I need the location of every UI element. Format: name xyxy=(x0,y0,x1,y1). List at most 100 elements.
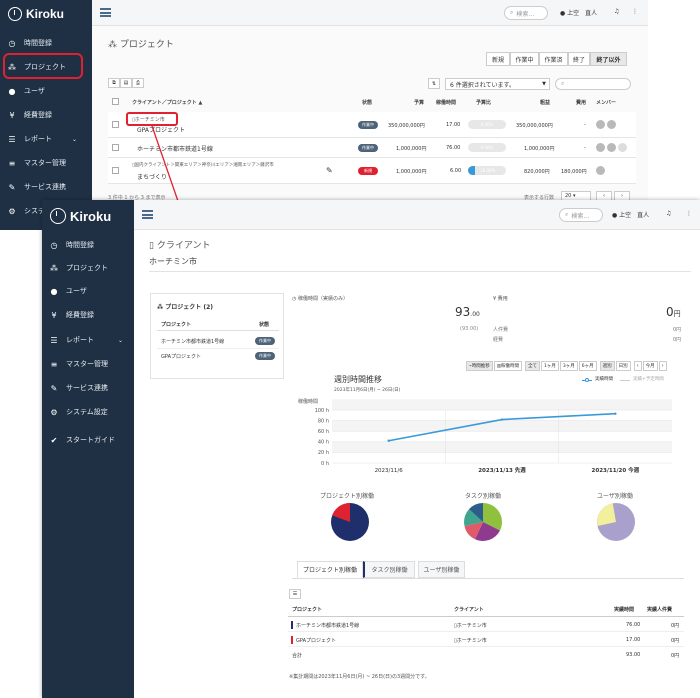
sidebar-item-report[interactable]: ☰ レポート ⌄ xyxy=(48,335,123,345)
row-project[interactable]: ホーチミン市都市鉄道1号線 xyxy=(137,146,213,153)
pie-slice[interactable] xyxy=(464,509,483,526)
bg-sidebar-item-time[interactable]: ◷ 時間登録 xyxy=(6,38,53,48)
col-cost[interactable]: 費用 xyxy=(576,100,587,106)
bg-sidebar-item-project[interactable]: ⁂ プロジェクト xyxy=(6,62,66,72)
sidebar-item-master[interactable]: ≡ マスター管理 xyxy=(48,359,108,369)
col-client[interactable]: クライアント xyxy=(454,607,484,613)
tab-by-user[interactable]: ユーザ別稼働 xyxy=(418,561,465,578)
tab-closed[interactable]: 終了 xyxy=(568,52,590,66)
cell-project[interactable]: GPAプロジェクト xyxy=(296,638,336,644)
edit-icon[interactable]: ✎ xyxy=(326,166,333,175)
sidebar-item-service[interactable]: ✎ サービス連携 xyxy=(48,383,108,393)
legend-label-actual[interactable]: 実績時間 xyxy=(595,377,613,382)
cell-client[interactable]: ▯ホーチミン市 xyxy=(454,638,487,644)
sidebar-item-project[interactable]: ⁂ プロジェクト xyxy=(48,263,108,273)
table-row[interactable]: ▯国内クライアント＞関東エリア＞神奈川エリア＞湘南エリア＞藤沢市 まちづくり ✎… xyxy=(108,158,636,184)
sidebar-item-time[interactable]: ◷ 時間登録 xyxy=(48,240,95,250)
search-input[interactable]: ⌕ 検索... xyxy=(559,208,603,222)
btn-time-trend[interactable]: ⌁ 時間推移 xyxy=(466,361,493,371)
btn-3m[interactable]: 3ヶ月 xyxy=(559,361,578,371)
more-members-icon[interactable] xyxy=(618,143,627,152)
row-client[interactable]: ▯国内クライアント＞関東エリア＞神奈川エリア＞湘南エリア＞藤沢市 xyxy=(132,163,274,168)
row-project[interactable]: まちづくり xyxy=(137,174,168,181)
pie-slice[interactable] xyxy=(464,522,484,540)
table-search-input[interactable]: ⌕ xyxy=(555,78,631,90)
user-menu[interactable]: ● 上空 直人 xyxy=(612,210,649,219)
cell-project[interactable]: ホーチミン市都市鉄道1号線 xyxy=(296,623,360,629)
bell-icon[interactable]: ♫ xyxy=(614,8,620,15)
checkbox[interactable] xyxy=(112,98,119,105)
checkbox[interactable] xyxy=(112,144,119,151)
sidebar-item-expense[interactable]: ¥ 経費登録 xyxy=(48,310,94,320)
hamburger-icon[interactable] xyxy=(100,8,111,17)
row-project[interactable]: GPAプロジェクト xyxy=(137,127,185,134)
btn-prev[interactable]: ‹ xyxy=(633,361,642,371)
bg-sidebar-item-expense[interactable]: ¥ 経費登録 xyxy=(6,110,52,120)
copy-icon[interactable]: ⧉ xyxy=(108,78,120,88)
search-input[interactable]: ⌕ 検索... xyxy=(504,6,548,20)
print-icon[interactable]: ⎙ xyxy=(132,78,144,88)
checkbox[interactable] xyxy=(112,121,119,128)
col-client[interactable]: クライアント／プロジェクト ▲ xyxy=(132,100,203,106)
sidebar-item-user[interactable]: ● ユーザ xyxy=(48,286,87,296)
pie-slice[interactable] xyxy=(475,522,500,541)
btn-6m[interactable]: 6ヶ月 xyxy=(578,361,597,371)
checkbox[interactable] xyxy=(112,167,119,174)
col-hours[interactable]: 実績時間 xyxy=(614,607,635,613)
pie-slice[interactable] xyxy=(469,503,483,522)
tab-not-closed[interactable]: 終了以外 xyxy=(590,52,627,66)
tab-new[interactable]: 新規 xyxy=(486,52,510,66)
tab-done[interactable]: 作業済 xyxy=(539,52,568,66)
user-menu[interactable]: ● 上空 直人 xyxy=(560,8,597,17)
btn-next[interactable]: › xyxy=(658,361,667,371)
bg-logo[interactable]: Kiroku xyxy=(8,7,64,21)
col-members[interactable]: メンバー xyxy=(596,100,617,106)
avatar[interactable] xyxy=(596,120,605,129)
hamburger-icon[interactable] xyxy=(142,210,153,219)
sidebar-item-guide[interactable]: ✔ スタートガイド xyxy=(48,435,115,445)
csv-icon[interactable]: ▤ xyxy=(120,78,132,88)
bg-sidebar-item-master[interactable]: ≡ マスター管理 xyxy=(6,158,66,168)
table-row[interactable]: GPAプロジェクト ▯ホーチミン市 17.00 0円 xyxy=(288,633,684,647)
avatar[interactable] xyxy=(596,143,605,152)
avatar[interactable] xyxy=(596,166,605,175)
list-toggle-icon[interactable]: ☰ xyxy=(289,589,301,599)
col-hours[interactable]: 稼働時間 xyxy=(436,100,457,106)
sidebar-item-system[interactable]: ⚙ システム設定 xyxy=(48,407,107,417)
more-icon[interactable]: ⋮ xyxy=(632,8,638,15)
col-budget[interactable]: 予算 xyxy=(414,100,425,106)
col-profit[interactable]: 粗益 xyxy=(540,100,551,106)
more-icon[interactable]: ⋮ xyxy=(686,210,692,217)
table-row[interactable]: ホーチミン市都市鉄道1号線 ▯ホーチミン市 76.00 0円 xyxy=(288,618,684,632)
tab-by-task[interactable]: タスク別稼働 xyxy=(363,561,415,578)
project-link[interactable]: GPAプロジェクト xyxy=(161,354,201,360)
avatar[interactable] xyxy=(607,143,616,152)
pie-slice-user-other[interactable] xyxy=(597,503,616,526)
bg-sidebar-item-user[interactable]: ● ユーザ xyxy=(6,86,45,96)
bg-sidebar-item-report[interactable]: ☰ レポート ⌄ xyxy=(6,134,77,144)
pie-slice-gpa[interactable] xyxy=(332,503,350,522)
column-settings-icon[interactable]: ⇅ xyxy=(428,78,440,89)
col-ratio[interactable]: 予算比 xyxy=(476,100,492,106)
tab-by-project[interactable]: プロジェクト別稼働 xyxy=(297,561,363,578)
table-row[interactable]: ▯ホーチミン市 GPAプロジェクト 作業中 350,000,000円 17.00… xyxy=(108,112,636,138)
btn-1m[interactable]: 1ヶ月 xyxy=(540,361,559,371)
col-cost[interactable]: 実績人件費 xyxy=(647,607,673,613)
btn-this-month[interactable]: 今月 xyxy=(642,361,658,371)
bg-sidebar-item-service[interactable]: ✎ サービス連携 xyxy=(6,182,66,192)
front-logo[interactable]: Kiroku xyxy=(50,208,111,224)
btn-hours[interactable]: ▥ 稼働時間 xyxy=(493,361,522,371)
project-link[interactable]: ホーチミン市都市鉄道1号線 xyxy=(161,339,225,345)
pie-slice[interactable] xyxy=(483,503,503,531)
cell-client[interactable]: ▯ホーチミン市 xyxy=(454,623,487,629)
row-client[interactable]: ▯ホーチミン市 xyxy=(132,117,165,123)
col-project[interactable]: プロジェクト xyxy=(292,607,323,613)
legend-label-planned[interactable]: 実績+予定時間 xyxy=(633,377,664,382)
btn-all[interactable]: 全て xyxy=(524,361,540,371)
btn-weekly[interactable]: 週別 xyxy=(599,361,615,371)
avatar[interactable] xyxy=(607,120,616,129)
bell-icon[interactable]: ♫ xyxy=(666,210,672,217)
status-select[interactable]: 6 件選択されています。 ▼ xyxy=(445,78,550,90)
table-row[interactable]: ホーチミン市都市鉄道1号線 作業中 1,000,000円 76.00 0.00%… xyxy=(108,138,636,158)
col-status[interactable]: 状態 xyxy=(362,100,373,106)
